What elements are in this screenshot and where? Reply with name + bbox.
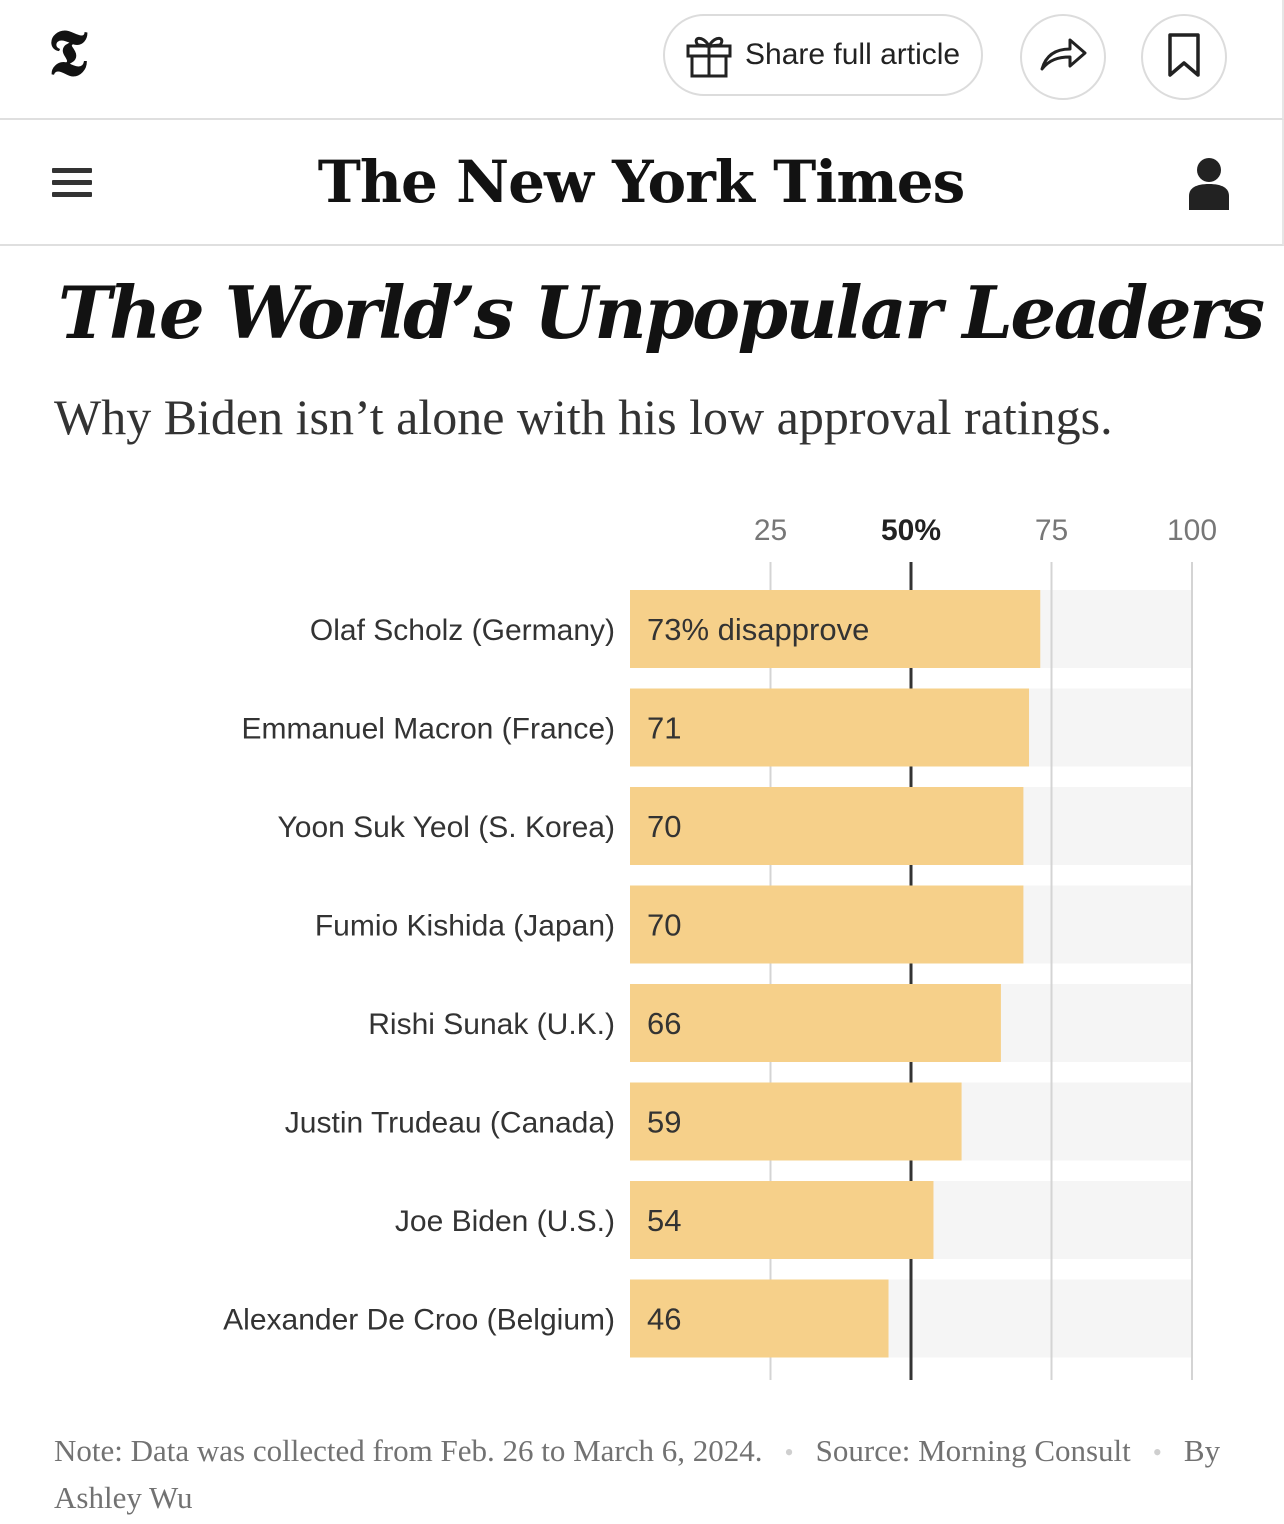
bar-value-label: 71 xyxy=(647,711,681,746)
masthead: The New York Times xyxy=(0,120,1284,246)
category-label: Fumio Kishida (Japan) xyxy=(315,910,615,943)
x-tick-label: 50% xyxy=(881,514,941,547)
data-source: Source: Morning Consult xyxy=(815,1433,1131,1468)
category-label: Yoon Suk Yeol (S. Korea) xyxy=(278,811,615,844)
bar-value-label: 66 xyxy=(647,1006,681,1041)
bar xyxy=(630,1279,889,1358)
data-note: Note: Data was collected from Feb. 26 to… xyxy=(54,1433,763,1468)
category-label: Justin Trudeau (Canada) xyxy=(285,1107,615,1140)
menu-icon[interactable] xyxy=(52,168,92,198)
bar xyxy=(630,885,1024,964)
bar xyxy=(630,688,1030,767)
user-icon[interactable] xyxy=(1186,156,1232,212)
byline: By Ashley Wu xyxy=(54,1433,1221,1515)
bar xyxy=(630,984,1001,1062)
bar xyxy=(630,787,1024,865)
publication-logo[interactable]: The New York Times xyxy=(317,148,966,216)
share-arrow-icon xyxy=(1038,35,1088,80)
category-label: Emmanuel Macron (France) xyxy=(242,713,615,746)
separator-dot: • xyxy=(1152,1438,1162,1467)
bar-value-label: 70 xyxy=(647,809,681,844)
nyt-t-logo[interactable]: 𝕿 xyxy=(48,16,88,91)
article-headline: The World’s Unpopular Leaders xyxy=(58,270,1265,355)
bookmark-icon xyxy=(1167,32,1201,83)
category-label: Rishi Sunak (U.K.) xyxy=(368,1008,615,1041)
x-tick-label: 100 xyxy=(1167,514,1217,547)
share-full-article-button[interactable]: Share full article xyxy=(663,14,983,96)
x-tick-label: 25 xyxy=(754,514,787,547)
share-full-article-label: Share full article xyxy=(745,38,961,71)
bar xyxy=(630,590,1041,668)
share-button[interactable] xyxy=(1020,14,1106,100)
bar-value-label: 59 xyxy=(647,1105,681,1140)
bar-value-label: 70 xyxy=(647,908,681,943)
chart-footnote: Note: Data was collected from Feb. 26 to… xyxy=(54,1428,1234,1520)
gift-icon xyxy=(683,29,735,81)
bookmark-button[interactable] xyxy=(1141,14,1227,100)
bar xyxy=(630,1181,934,1259)
bar-value-label: 54 xyxy=(647,1203,681,1238)
category-label: Joe Biden (U.S.) xyxy=(395,1205,615,1238)
x-tick-label: 75 xyxy=(1035,514,1068,547)
category-label: Alexander De Croo (Belgium) xyxy=(223,1304,615,1337)
bar-value-label: 73% disapprove xyxy=(647,612,869,647)
article-subheadline: Why Biden isn’t alone with his low appro… xyxy=(54,389,1113,445)
category-label: Olaf Scholz (Germany) xyxy=(310,614,615,647)
bar xyxy=(630,1082,962,1161)
bar-value-label: 46 xyxy=(647,1302,681,1337)
disapproval-bar-chart: 25 50% 75 100 73% disapprove Olaf Scholz (Ger… xyxy=(0,490,1284,1390)
separator-dot: • xyxy=(784,1438,794,1467)
chart-svg: 25 50% 75 100 73% disapprove Olaf Scholz (Ger… xyxy=(223,514,1217,1380)
top-toolbar: 𝕿 Share full article xyxy=(0,0,1284,120)
